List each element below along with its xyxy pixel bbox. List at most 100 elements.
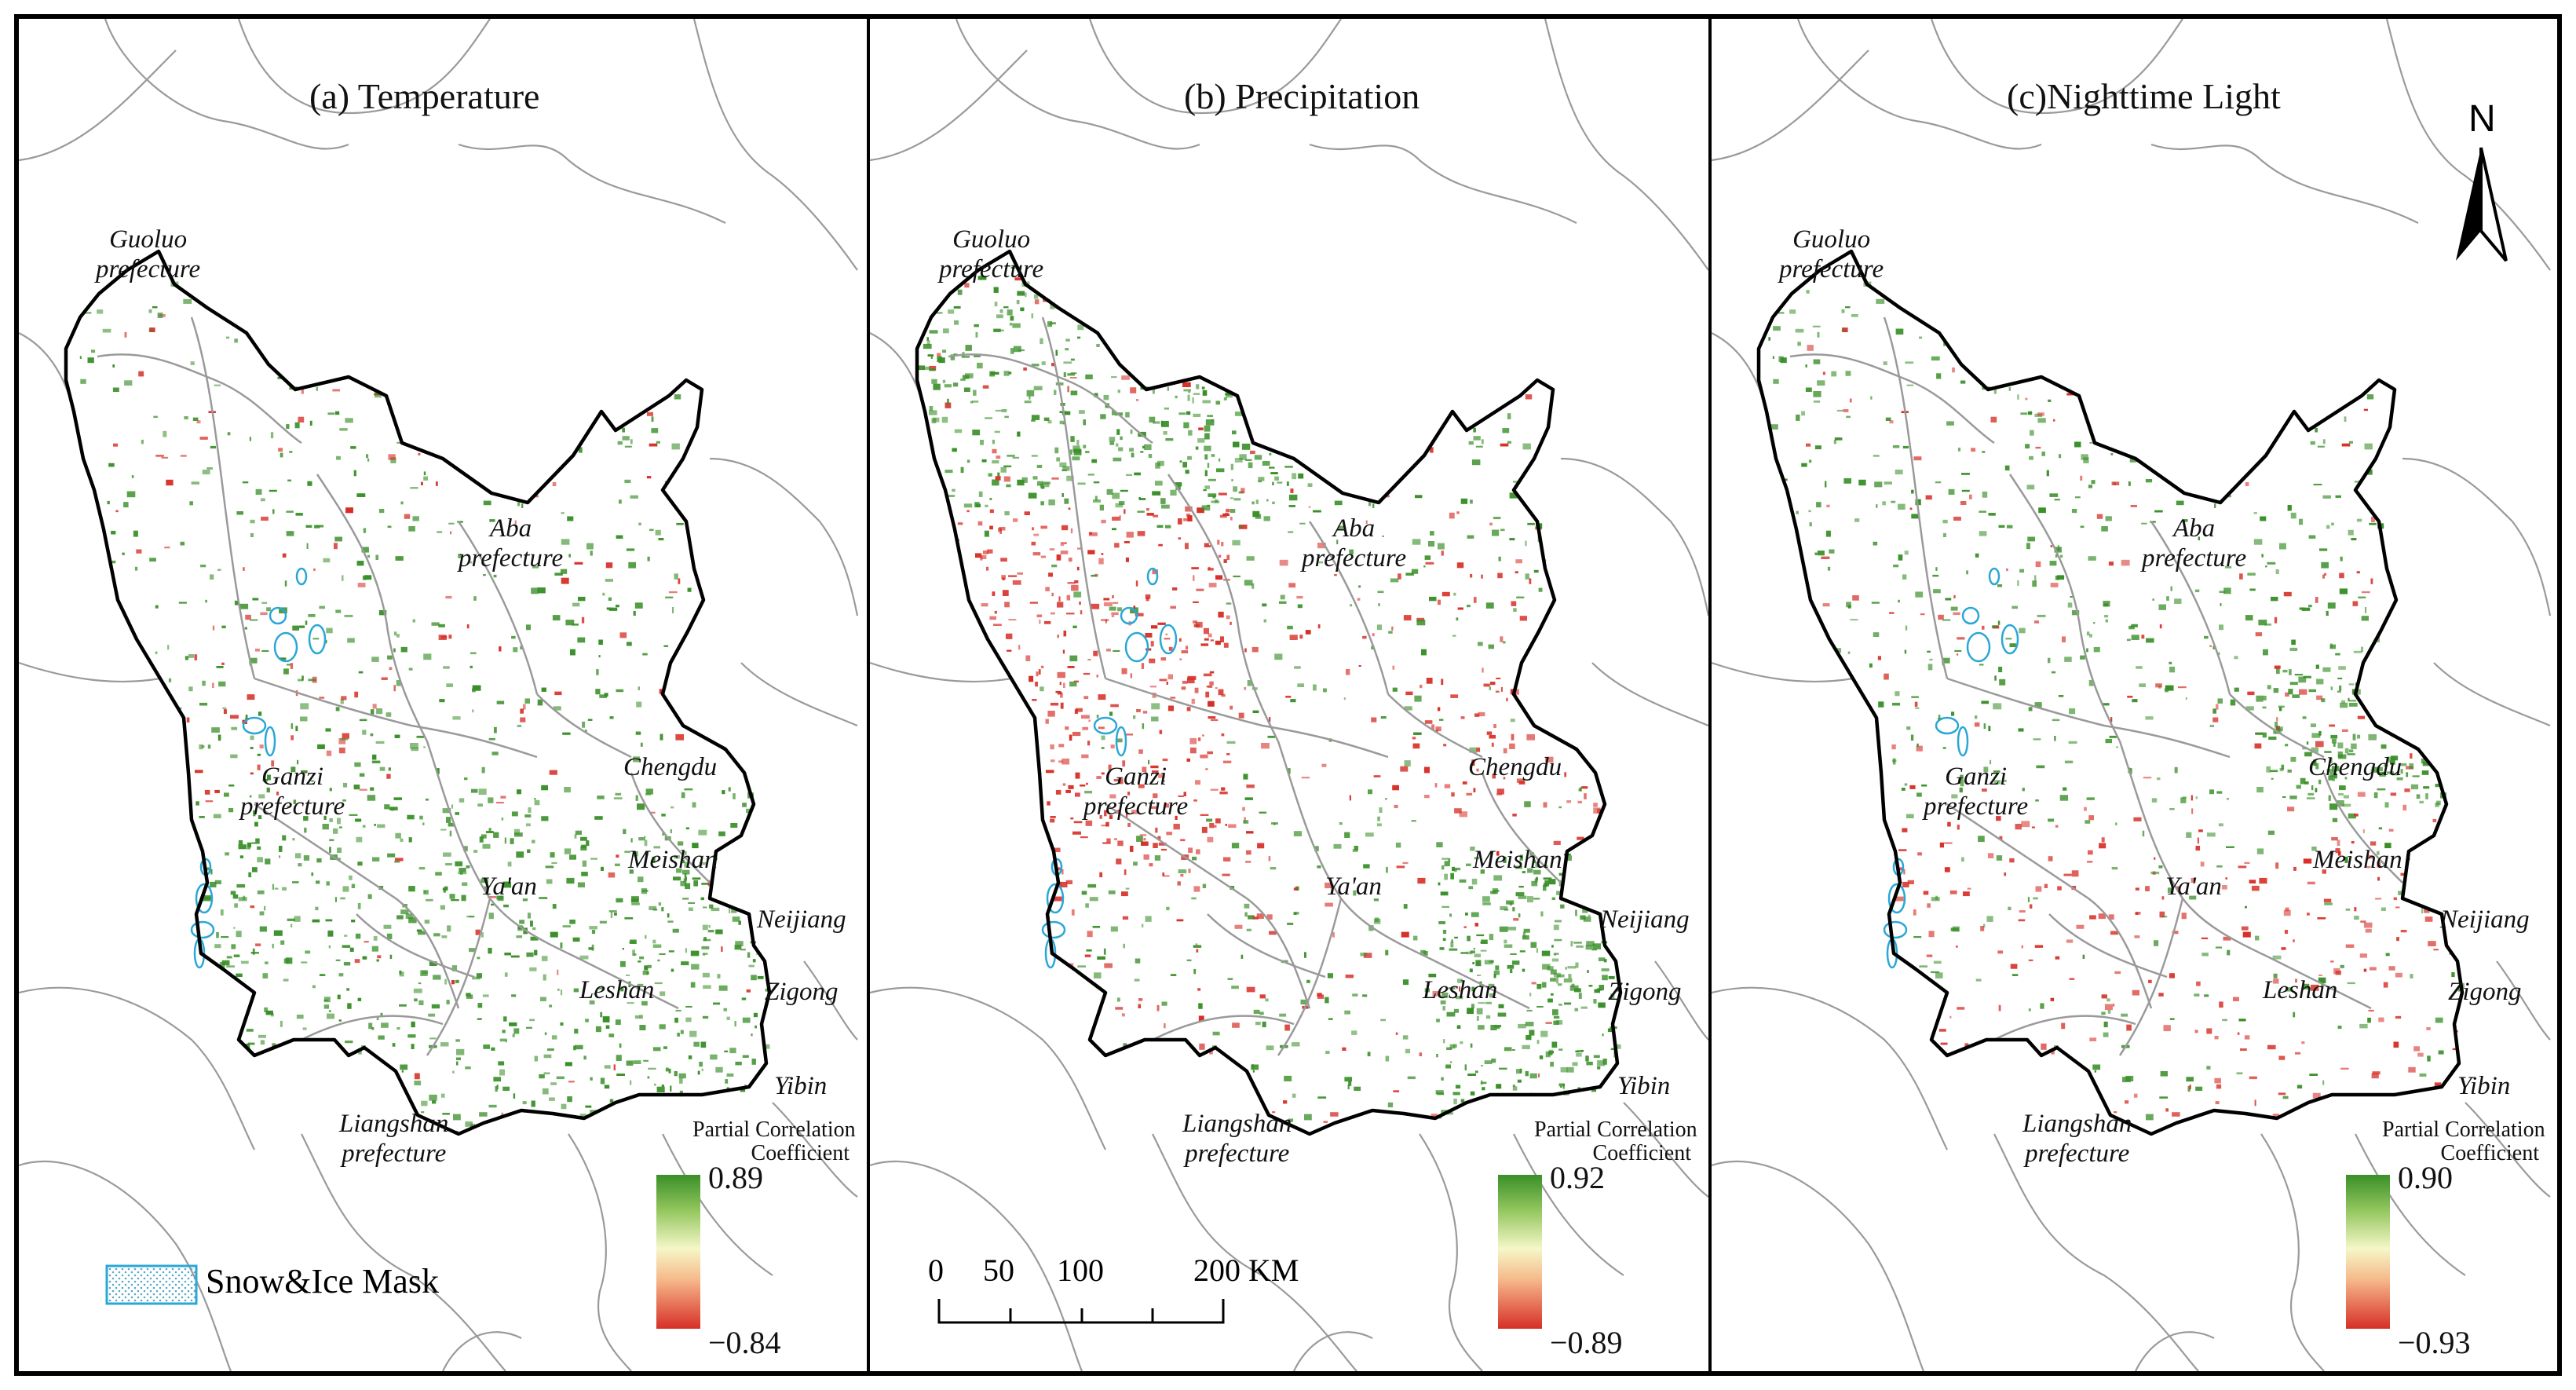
positive-pixel — [2059, 454, 2062, 459]
negative-pixel — [1130, 846, 1134, 852]
positive-pixel — [2074, 441, 2081, 448]
positive-pixel — [1094, 496, 1098, 501]
positive-pixel — [513, 647, 518, 653]
positive-pixel — [2289, 669, 2292, 675]
negative-pixel — [2018, 919, 2026, 922]
positive-pixel — [1292, 473, 1297, 480]
negative-pixel — [124, 331, 127, 338]
negative-pixel — [1003, 476, 1010, 482]
positive-pixel — [1077, 965, 1086, 968]
positive-pixel — [396, 441, 402, 444]
positive-pixel — [1442, 930, 1447, 935]
positive-pixel — [408, 886, 415, 892]
positive-pixel — [1453, 1098, 1457, 1105]
positive-pixel — [2052, 719, 2060, 722]
negative-pixel — [1085, 820, 1093, 826]
positive-pixel — [1079, 410, 1085, 414]
positive-pixel — [513, 829, 521, 835]
county-border — [237, 19, 491, 115]
positive-pixel — [347, 1003, 352, 1009]
negative-pixel — [1106, 838, 1111, 843]
positive-pixel — [2170, 586, 2172, 591]
positive-pixel — [1204, 425, 1211, 432]
negative-pixel — [1083, 672, 1091, 675]
positive-pixel — [2105, 619, 2108, 623]
positive-pixel — [556, 1076, 565, 1080]
positive-pixel — [1938, 715, 1941, 719]
positive-pixel — [2307, 792, 2315, 796]
positive-pixel — [519, 920, 524, 924]
positive-pixel — [671, 443, 680, 450]
negative-pixel — [1424, 720, 1433, 724]
positive-pixel — [2326, 769, 2334, 772]
negative-pixel — [1257, 843, 1265, 849]
negative-pixel — [1160, 848, 1167, 851]
positive-pixel — [259, 926, 267, 932]
positive-pixel — [2315, 788, 2318, 792]
negative-pixel — [1122, 760, 1126, 767]
positive-pixel — [634, 1015, 640, 1019]
negative-pixel — [2393, 897, 2397, 901]
positive-pixel — [2345, 908, 2351, 911]
positive-pixel — [111, 530, 116, 535]
negative-pixel — [2133, 1093, 2138, 1098]
positive-pixel — [473, 596, 477, 601]
positive-pixel — [639, 1025, 646, 1030]
negative-pixel — [1852, 595, 1859, 601]
positive-pixel — [1066, 475, 1074, 481]
positive-pixel — [1576, 1052, 1582, 1057]
negative-pixel — [1034, 299, 1040, 305]
negative-pixel — [1182, 382, 1191, 387]
legend-min: −0.84 — [708, 1325, 781, 1360]
positive-pixel — [1440, 891, 1449, 896]
positive-pixel — [1211, 454, 1215, 457]
positive-pixel — [343, 962, 351, 966]
positive-pixel — [543, 1072, 550, 1075]
negative-pixel — [113, 443, 119, 447]
negative-pixel — [1087, 658, 1091, 661]
label-guoluo: Guoluo prefecture — [939, 225, 1044, 283]
negative-pixel — [2245, 481, 2249, 487]
negative-pixel — [1462, 781, 1467, 785]
positive-pixel — [2352, 733, 2356, 741]
positive-pixel — [1488, 983, 1495, 987]
positive-pixel — [1854, 518, 1860, 522]
negative-pixel — [1058, 744, 1065, 748]
positive-pixel — [2116, 746, 2118, 748]
negative-pixel — [2341, 443, 2351, 447]
negative-pixel — [1913, 456, 1922, 461]
positive-pixel — [1094, 972, 1102, 978]
negative-pixel — [1288, 583, 1296, 588]
negative-pixel — [1513, 918, 1519, 921]
positive-pixel — [1564, 1002, 1572, 1005]
positive-pixel — [675, 1009, 681, 1011]
negative-pixel — [223, 709, 227, 715]
negative-pixel — [1101, 553, 1104, 555]
positive-pixel — [1010, 316, 1014, 321]
negative-pixel — [1115, 1007, 1124, 1010]
negative-pixel — [364, 941, 369, 943]
negative-pixel — [377, 955, 382, 959]
negative-pixel — [1146, 513, 1154, 516]
positive-pixel — [2400, 769, 2403, 774]
negative-pixel — [2035, 446, 2041, 449]
negative-pixel — [1082, 726, 1089, 730]
negative-pixel — [255, 943, 261, 946]
positive-pixel — [2331, 738, 2337, 744]
positive-pixel — [283, 978, 289, 982]
positive-pixel — [1502, 428, 1510, 433]
positive-pixel — [236, 883, 246, 888]
positive-pixel — [1993, 770, 2001, 773]
positive-pixel — [292, 625, 299, 631]
positive-pixel — [1160, 498, 1166, 504]
positive-pixel — [1161, 1001, 1167, 1006]
positive-pixel — [290, 723, 294, 730]
snow-ice-patch — [308, 624, 327, 655]
positive-pixel — [2329, 644, 2336, 649]
positive-pixel — [210, 881, 217, 887]
negative-pixel — [451, 980, 455, 985]
positive-pixel — [1473, 948, 1475, 950]
positive-pixel — [1204, 485, 1210, 489]
positive-pixel — [2129, 768, 2132, 774]
positive-pixel — [1070, 436, 1075, 442]
